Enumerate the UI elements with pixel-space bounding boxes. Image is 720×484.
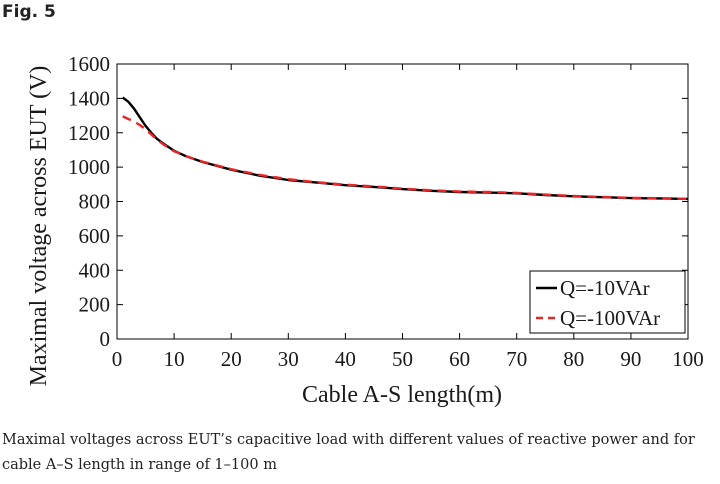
figure-caption: Maximal voltages across EUT’s capacitive… [2,432,695,473]
figure-label: Fig. 5 [2,2,56,22]
y-tick-label: 1200 [68,121,110,145]
y-tick-label: 200 [79,293,111,317]
series-line-q10 [121,96,689,201]
x-tick-label: 10 [164,347,185,371]
line-chart: 0 10 20 30 40 50 60 70 80 90 100020040060080010001… [26,52,704,408]
x-tick-label: 40 [335,347,356,371]
y-tick-label: 400 [79,258,111,282]
series-line-q100 [122,115,689,200]
y-tick-label: 1400 [68,86,110,110]
y-tick-label: 1600 [68,52,110,76]
legend-box [529,270,686,334]
legend: Q=-10VAr Q=-100VAr [529,270,686,334]
y-tick-label: 800 [79,190,111,214]
y-tick-label: 1000 [68,155,110,179]
x-tick-label: 80 [563,347,584,371]
x-tick-label: 60 [449,347,470,371]
axis-ticks: 0 10 20 30 40 50 60 70 80 90 100020040060080010001… [68,52,704,371]
x-tick-label: 20 [221,347,242,371]
legend-label-q100: Q=-100VAr [560,306,660,330]
legend-label-q10: Q=-10VAr [560,276,650,300]
x-tick-label: 50 [392,347,413,371]
x-tick-label: 30 [278,347,299,371]
y-axis-title: Maximal voltage across EUT (V) [26,66,52,387]
x-axis-title: Cable A-S length(m) [302,382,502,408]
x-tick-label: 70 [506,347,527,371]
y-tick-label: 600 [79,224,111,248]
y-tick-label: 0 [100,327,111,351]
x-tick-label: 100 [672,347,704,371]
x-tick-label: 0 [112,347,123,371]
x-tick-label: 90 [620,347,641,371]
